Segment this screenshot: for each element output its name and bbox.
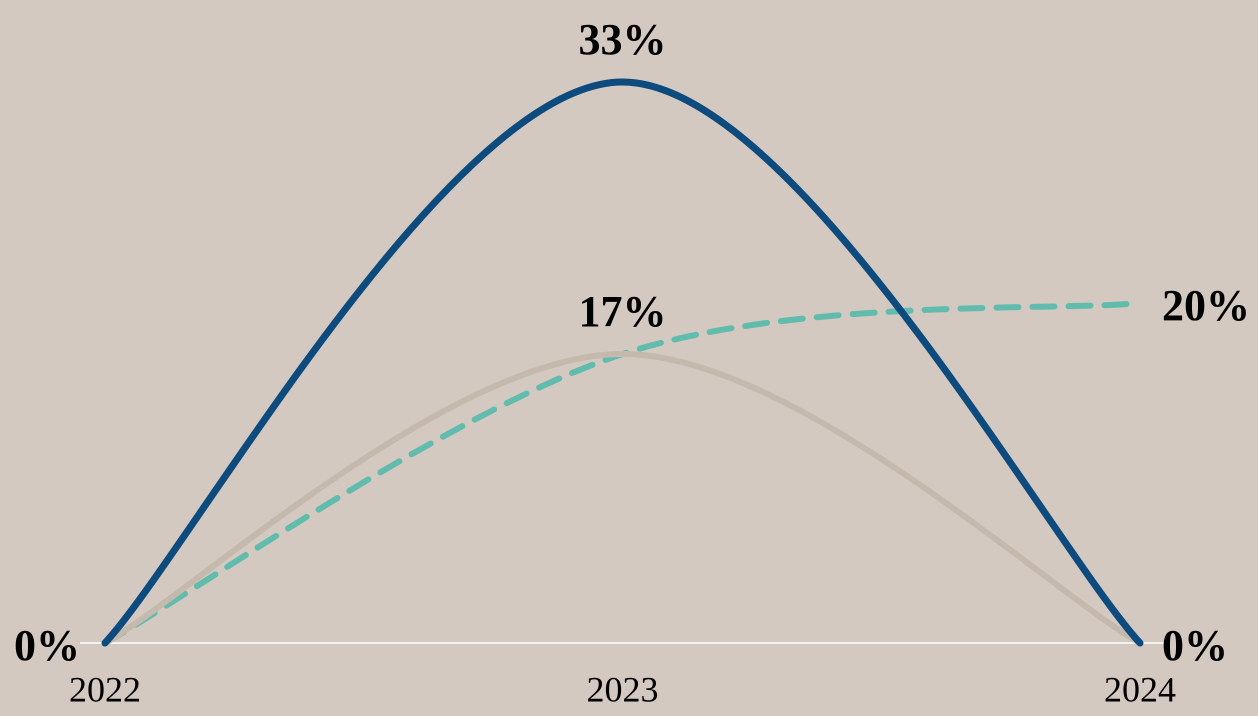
data-label: 0%	[14, 621, 80, 670]
data-label: 20%	[1162, 281, 1250, 330]
series-line	[102, 350, 1143, 646]
data-label: 17%	[579, 287, 667, 336]
series-line	[101, 78, 1144, 647]
x-tick-label: 2023	[587, 669, 659, 709]
x-tick-label: 2024	[1104, 669, 1176, 709]
x-tick-label: 2022	[69, 669, 141, 709]
data-label: 0%	[1162, 621, 1228, 670]
data-label: 33%	[579, 15, 667, 64]
